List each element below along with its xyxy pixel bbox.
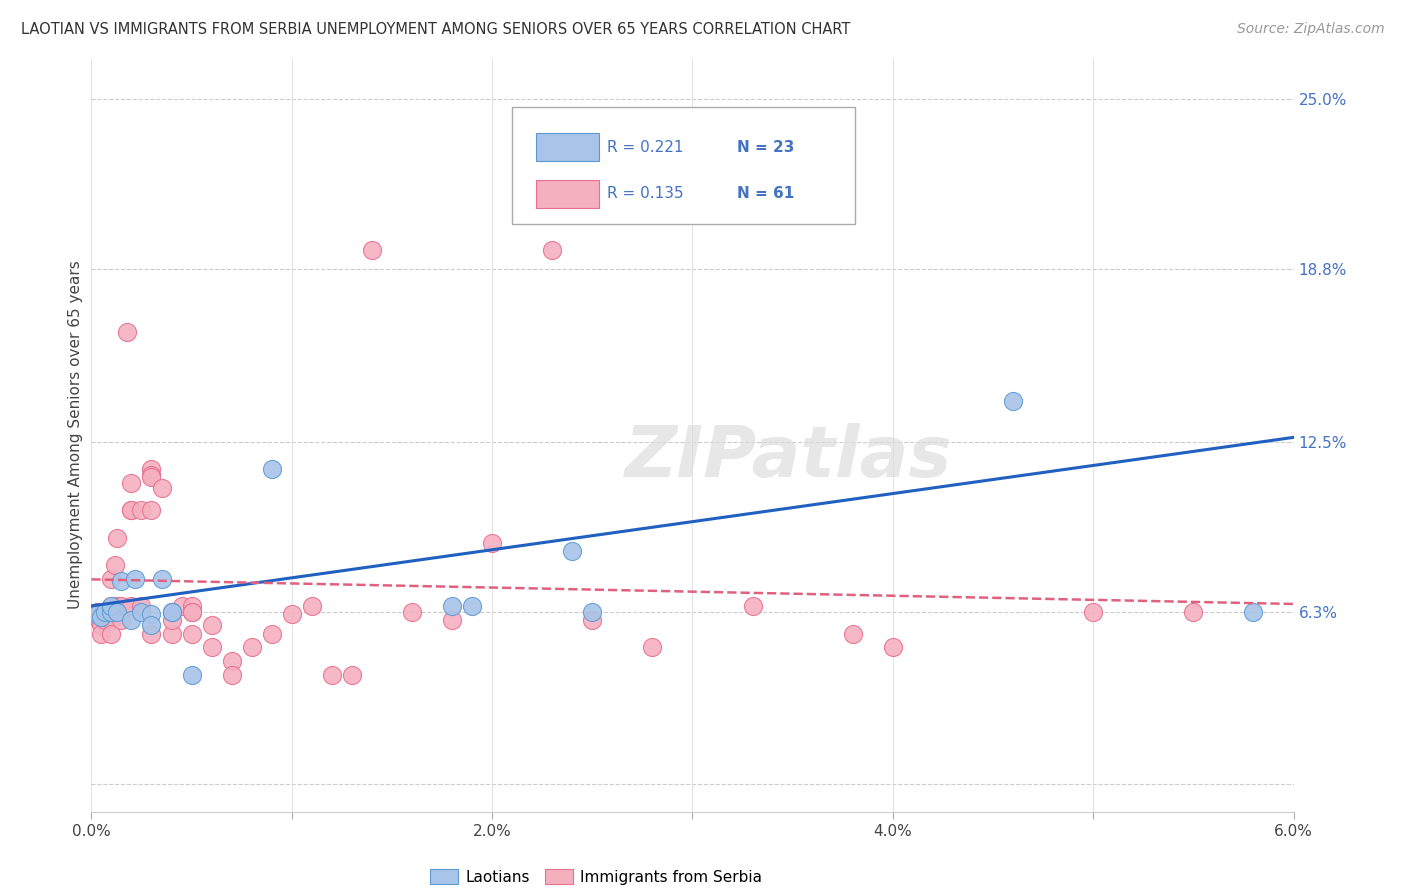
- Legend: Laotians, Immigrants from Serbia: Laotians, Immigrants from Serbia: [425, 863, 769, 891]
- Point: [100, 626, 122, 640]
- Point: [107, 605, 129, 619]
- Point: [841, 626, 863, 640]
- Point: [281, 607, 304, 622]
- Point: [481, 536, 503, 550]
- Point: [150, 572, 173, 586]
- Point: [180, 605, 202, 619]
- Point: [461, 599, 484, 614]
- Point: [160, 605, 183, 619]
- Point: [131, 605, 153, 619]
- Point: [100, 605, 122, 619]
- Point: [121, 613, 143, 627]
- Point: [94, 613, 117, 627]
- Point: [221, 654, 243, 668]
- Point: [160, 613, 183, 627]
- Point: [150, 481, 173, 495]
- Point: [180, 605, 202, 619]
- Point: [141, 607, 163, 622]
- Point: [121, 475, 143, 490]
- Point: [561, 544, 583, 558]
- Point: [201, 618, 224, 632]
- Point: [100, 572, 122, 586]
- Point: [131, 503, 153, 517]
- FancyBboxPatch shape: [536, 133, 599, 161]
- Point: [100, 613, 122, 627]
- Point: [141, 470, 163, 484]
- Point: [301, 599, 323, 614]
- Point: [124, 572, 146, 586]
- Point: [360, 243, 382, 257]
- Point: [110, 613, 132, 627]
- Text: N = 61: N = 61: [737, 186, 794, 202]
- Point: [401, 605, 423, 619]
- FancyBboxPatch shape: [512, 107, 855, 224]
- Point: [90, 618, 112, 632]
- Point: [121, 599, 143, 614]
- Point: [641, 161, 664, 175]
- Point: [160, 626, 183, 640]
- Point: [104, 558, 127, 572]
- Point: [440, 613, 463, 627]
- Text: R = 0.135: R = 0.135: [607, 186, 683, 202]
- Point: [340, 667, 363, 681]
- Point: [260, 462, 283, 476]
- Point: [90, 610, 112, 624]
- Point: [1182, 605, 1205, 619]
- Point: [86, 605, 108, 619]
- Point: [321, 667, 343, 681]
- Point: [131, 599, 153, 614]
- Point: [141, 618, 163, 632]
- Point: [1083, 605, 1105, 619]
- Point: [107, 531, 129, 545]
- Point: [201, 640, 224, 655]
- Text: ZIPatlas: ZIPatlas: [624, 423, 952, 492]
- Point: [110, 574, 132, 589]
- Point: [741, 599, 763, 614]
- Point: [180, 599, 202, 614]
- Point: [260, 626, 283, 640]
- Point: [107, 599, 129, 614]
- Text: Source: ZipAtlas.com: Source: ZipAtlas.com: [1237, 22, 1385, 37]
- Text: LAOTIAN VS IMMIGRANTS FROM SERBIA UNEMPLOYMENT AMONG SENIORS OVER 65 YEARS CORRE: LAOTIAN VS IMMIGRANTS FROM SERBIA UNEMPL…: [21, 22, 851, 37]
- Point: [180, 667, 202, 681]
- Point: [96, 605, 118, 619]
- Point: [121, 503, 143, 517]
- Y-axis label: Unemployment Among Seniors over 65 years: Unemployment Among Seniors over 65 years: [67, 260, 83, 609]
- FancyBboxPatch shape: [536, 179, 599, 208]
- Point: [440, 599, 463, 614]
- Point: [141, 503, 163, 517]
- Point: [170, 599, 193, 614]
- Point: [100, 599, 122, 614]
- Point: [581, 605, 603, 619]
- Point: [84, 607, 107, 622]
- Point: [160, 605, 183, 619]
- Text: R = 0.221: R = 0.221: [607, 139, 683, 154]
- Text: N = 23: N = 23: [737, 139, 794, 154]
- Point: [541, 243, 564, 257]
- Point: [581, 613, 603, 627]
- Point: [90, 626, 112, 640]
- Point: [117, 325, 139, 339]
- Point: [141, 467, 163, 482]
- Point: [180, 626, 202, 640]
- Point: [121, 503, 143, 517]
- Point: [141, 626, 163, 640]
- Point: [1243, 605, 1265, 619]
- Point: [240, 640, 263, 655]
- Point: [110, 599, 132, 614]
- Point: [94, 605, 117, 619]
- Point: [882, 640, 904, 655]
- Point: [641, 640, 664, 655]
- Point: [1001, 393, 1024, 408]
- Point: [86, 607, 108, 622]
- Point: [93, 607, 115, 622]
- Point: [160, 605, 183, 619]
- Point: [89, 613, 111, 627]
- Point: [100, 599, 122, 614]
- Point: [221, 667, 243, 681]
- Point: [141, 462, 163, 476]
